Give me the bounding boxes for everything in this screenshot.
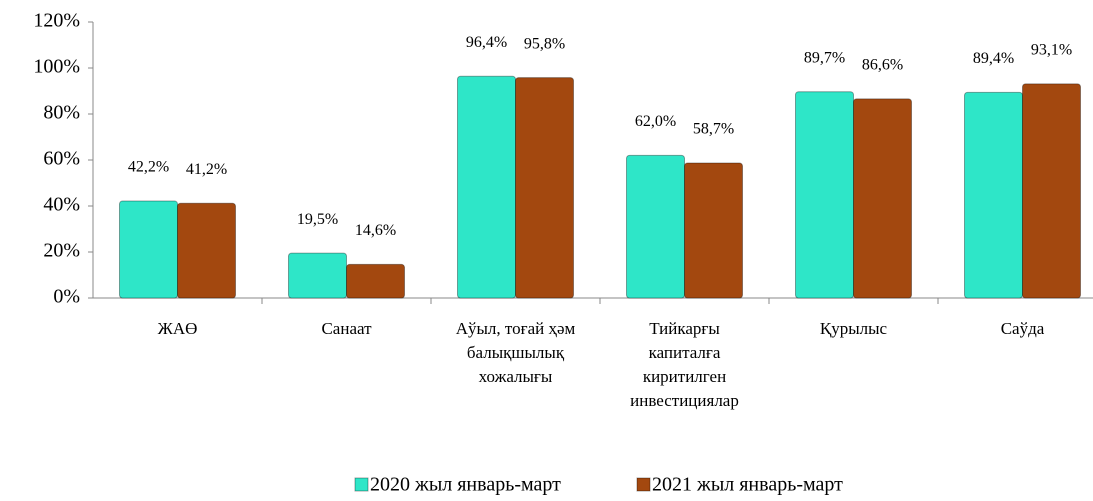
y-tick-label: 0% [53, 286, 80, 308]
legend-swatch [354, 477, 369, 492]
bar [177, 202, 236, 299]
value-label: 93,1% [1031, 42, 1072, 59]
legend-swatch [636, 477, 651, 492]
category-separators [261, 298, 939, 304]
value-label: 14,6% [355, 222, 396, 239]
bar [515, 77, 574, 299]
x-tick-label: киритилген [643, 367, 726, 386]
bar [964, 91, 1023, 299]
y-tick-label: 120% [33, 10, 80, 32]
bar [795, 91, 854, 299]
value-label: 58,7% [693, 121, 734, 138]
value-label: 62,0% [635, 113, 676, 130]
y-tick-label: 40% [43, 194, 80, 216]
bar [1022, 83, 1081, 299]
value-label: 42,2% [128, 159, 169, 176]
y-tick-label: 80% [43, 102, 80, 124]
value-label: 86,6% [862, 56, 903, 73]
x-tick-label: капиталға [649, 343, 721, 362]
value-label: 41,2% [186, 161, 227, 178]
y-tick-label: 20% [43, 240, 80, 262]
bar [346, 263, 405, 299]
bar [457, 75, 516, 299]
value-label: 95,8% [524, 35, 565, 52]
x-tick-label: Аўыл, тоғай ҳәм [456, 319, 576, 338]
x-tick-label: Тийкарғы [649, 319, 720, 338]
legend-label: 2020 жыл январь-март [370, 474, 561, 496]
x-tick-label: Саўда [1001, 319, 1045, 338]
value-label: 89,4% [973, 50, 1014, 67]
x-tick-label: Санаат [321, 319, 372, 338]
bar [626, 154, 685, 299]
value-label: 89,7% [804, 49, 845, 66]
bar [684, 162, 743, 299]
x-tick-label: хожалығы [479, 367, 553, 386]
bar [853, 98, 912, 299]
legend-label: 2021 жыл январь-март [652, 474, 843, 496]
bar [288, 252, 347, 299]
y-tick-label: 100% [33, 56, 80, 78]
x-tick-label: инвестициялар [630, 391, 739, 410]
x-tick-label: балықшылық [467, 343, 565, 362]
value-label: 19,5% [297, 211, 338, 228]
y-tick-label: 60% [43, 148, 80, 170]
x-tick-label: ЖАӨ [158, 319, 198, 338]
value-label: 96,4% [466, 34, 507, 51]
x-tick-label: Қурылыс [820, 319, 888, 338]
bar [119, 200, 178, 299]
